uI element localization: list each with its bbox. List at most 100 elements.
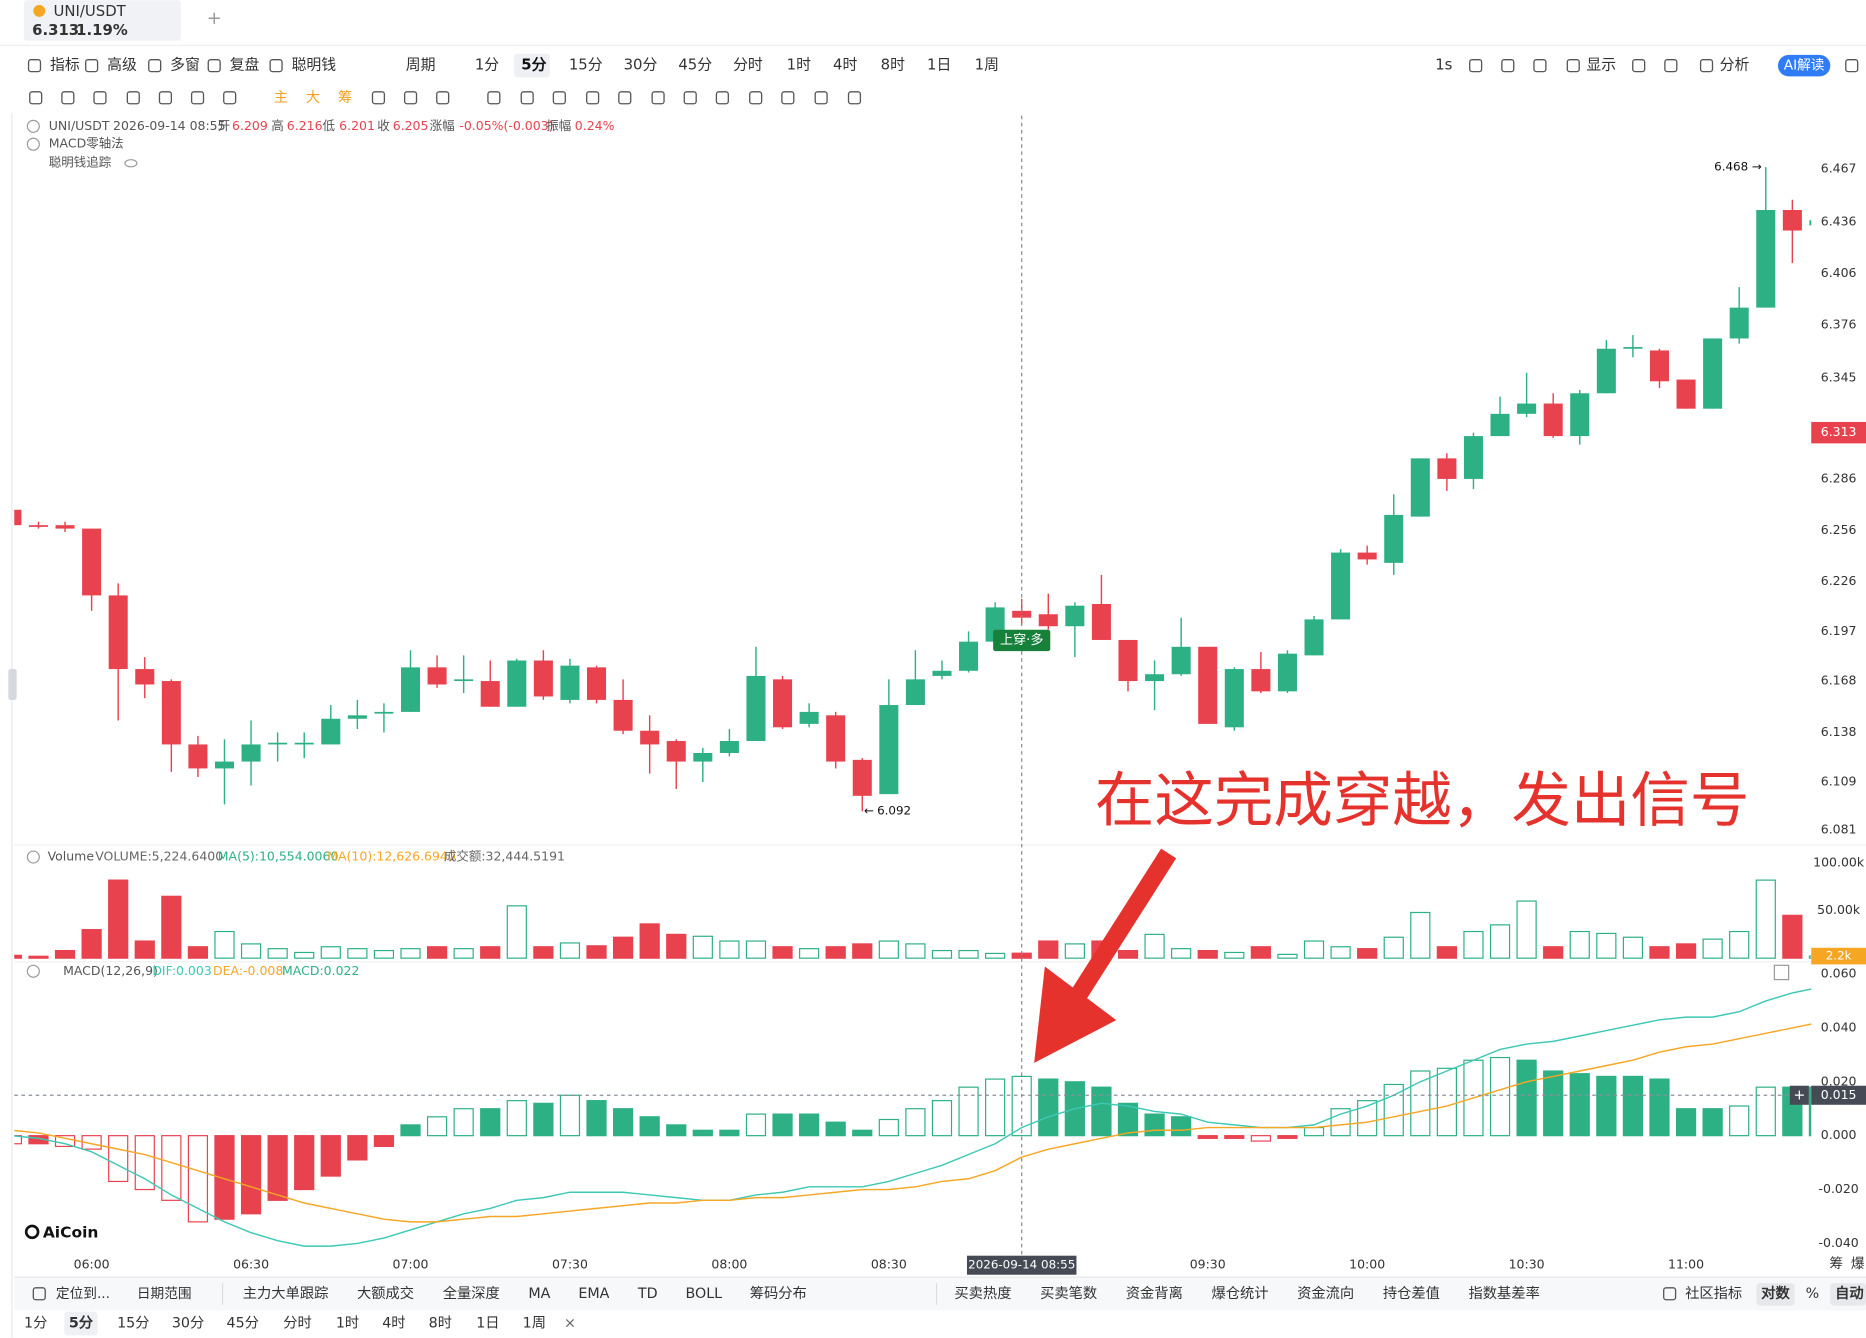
- ai-label[interactable]: AI解读: [1784, 58, 1825, 74]
- draw-tool[interactable]: [93, 91, 107, 105]
- period-button[interactable]: 1周: [975, 56, 999, 74]
- date-range[interactable]: 日期范围: [137, 1286, 192, 1302]
- percent-toggle[interactable]: %: [1806, 1286, 1820, 1302]
- tool-button[interactable]: 高级: [107, 56, 137, 74]
- toggle-icon[interactable]: [26, 964, 40, 978]
- icon[interactable]: [1469, 59, 1483, 73]
- draw-tool[interactable]: [814, 91, 828, 105]
- draw-tool[interactable]: 主: [274, 89, 288, 106]
- corner-label[interactable]: 筹: [1829, 1255, 1843, 1272]
- icon[interactable]: [1632, 59, 1646, 73]
- draw-tool[interactable]: [436, 91, 450, 105]
- period-button[interactable]: 分时: [283, 1315, 312, 1332]
- draw-tool[interactable]: [651, 91, 665, 105]
- add-button[interactable]: [1789, 1085, 1809, 1105]
- draw-tool[interactable]: [487, 91, 501, 105]
- period-button[interactable]: 1时: [336, 1315, 359, 1332]
- draw-tool[interactable]: [749, 91, 763, 105]
- period-button[interactable]: 分时: [733, 56, 763, 74]
- stat-button[interactable]: 爆仓统计: [1211, 1285, 1268, 1302]
- draw-tool[interactable]: [403, 91, 418, 105]
- draw-tool[interactable]: [371, 91, 386, 105]
- indicator-button[interactable]: 主力大单跟踪: [243, 1285, 329, 1302]
- stat-button[interactable]: 买卖热度: [954, 1285, 1011, 1302]
- icon[interactable]: [1699, 59, 1714, 73]
- log-toggle[interactable]: 对数: [1761, 1284, 1790, 1302]
- indicator-button[interactable]: 全量深度: [443, 1284, 500, 1302]
- period-button[interactable]: 30分: [624, 56, 658, 74]
- icon[interactable]: [85, 59, 99, 73]
- close-button[interactable]: ×: [564, 1316, 576, 1332]
- period-button[interactable]: 1分: [24, 1315, 47, 1332]
- draw-tool[interactable]: [847, 91, 862, 105]
- draw-tool[interactable]: [190, 91, 205, 105]
- indicator-button[interactable]: MA: [528, 1286, 550, 1302]
- indicator-button[interactable]: 筹码分布: [750, 1285, 807, 1302]
- ai-button[interactable]: [1777, 54, 1831, 77]
- draw-tool[interactable]: [586, 91, 600, 105]
- draw-tool[interactable]: [683, 91, 697, 105]
- indicator-button[interactable]: TD: [637, 1286, 658, 1302]
- draw-tool[interactable]: [520, 91, 534, 105]
- period-menu[interactable]: 周期: [406, 56, 436, 74]
- toggle-icon[interactable]: [26, 850, 40, 864]
- auto-toggle[interactable]: 自动: [1835, 1284, 1864, 1302]
- visibility-icon[interactable]: [124, 159, 138, 168]
- draw-tool[interactable]: [158, 91, 173, 105]
- icon[interactable]: [207, 59, 221, 73]
- analysis-button[interactable]: 分析: [1720, 56, 1750, 74]
- period-button[interactable]: 8时: [429, 1315, 452, 1332]
- tool-button[interactable]: 指标: [50, 56, 80, 74]
- tool-button[interactable]: 聪明钱: [292, 56, 337, 74]
- indicator-button[interactable]: BOLL: [685, 1286, 722, 1302]
- icon[interactable]: [1664, 59, 1678, 73]
- add-tab[interactable]: +: [207, 8, 222, 29]
- icon[interactable]: [1663, 1287, 1677, 1301]
- period-button[interactable]: 30分: [172, 1315, 204, 1332]
- draw-tool[interactable]: 大: [306, 89, 320, 106]
- expand-icon[interactable]: [1773, 964, 1790, 981]
- indicator-button[interactable]: 大额成交: [357, 1284, 414, 1302]
- draw-tool[interactable]: [29, 91, 43, 105]
- period-button[interactable]: 4时: [833, 56, 857, 74]
- locate-button[interactable]: 定位到...: [56, 1286, 110, 1302]
- icon[interactable]: [1501, 59, 1515, 73]
- tool-button[interactable]: 复盘: [230, 56, 260, 74]
- icon[interactable]: [148, 59, 162, 73]
- speed[interactable]: 1s: [1435, 56, 1452, 74]
- icon[interactable]: [27, 59, 42, 73]
- stat-button[interactable]: 资金背离: [1126, 1285, 1183, 1302]
- period-button[interactable]: 1日: [476, 1316, 499, 1332]
- draw-tool[interactable]: [126, 91, 140, 105]
- period-button[interactable]: 15分: [569, 56, 603, 74]
- icon[interactable]: [32, 1287, 46, 1301]
- community-indicators[interactable]: 社区指标: [1685, 1285, 1742, 1302]
- draw-tool[interactable]: [552, 91, 566, 105]
- period-button[interactable]: 1日: [927, 56, 951, 74]
- stat-button[interactable]: 买卖笔数: [1040, 1285, 1097, 1302]
- stat-button[interactable]: 资金流向: [1297, 1285, 1354, 1302]
- period-button[interactable]: 45分: [678, 56, 712, 74]
- draw-tool[interactable]: [61, 91, 75, 105]
- toggle-icon[interactable]: [26, 137, 40, 151]
- period-button[interactable]: 45分: [227, 1315, 259, 1332]
- toggle-icon[interactable]: [26, 119, 40, 133]
- draw-tool[interactable]: [618, 91, 632, 105]
- period-button[interactable]: 4时: [382, 1315, 405, 1332]
- period-button[interactable]: 5分: [69, 1315, 94, 1332]
- indicator-button[interactable]: EMA: [578, 1286, 609, 1302]
- display-button[interactable]: 显示: [1586, 56, 1616, 74]
- period-button[interactable]: 1时: [787, 56, 811, 74]
- side-handle[interactable]: [8, 669, 17, 700]
- draw-tool[interactable]: [223, 91, 237, 105]
- period-button[interactable]: 1分: [475, 56, 499, 74]
- draw-tool[interactable]: [781, 91, 795, 105]
- period-button[interactable]: 1周: [523, 1316, 546, 1332]
- period-button[interactable]: 15分: [117, 1315, 149, 1332]
- icon[interactable]: [1533, 59, 1547, 73]
- period-button[interactable]: 5分: [521, 56, 546, 74]
- stat-button[interactable]: 持仓差值: [1383, 1285, 1440, 1302]
- icon[interactable]: [269, 59, 283, 73]
- stat-button[interactable]: 指数基差率: [1469, 1285, 1540, 1302]
- corner-label[interactable]: 爆: [1851, 1256, 1865, 1272]
